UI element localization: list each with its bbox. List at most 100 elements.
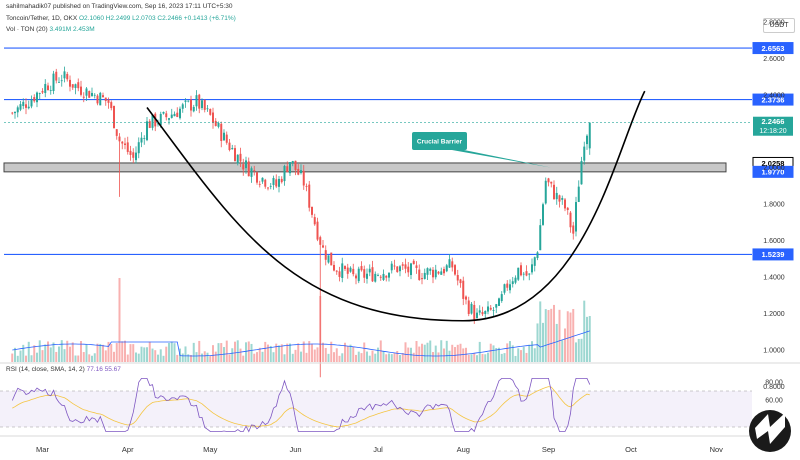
volume-bar xyxy=(500,353,503,362)
volume-bar xyxy=(445,340,448,362)
candle-body xyxy=(412,260,415,265)
volume-bar xyxy=(280,344,283,362)
volume-bar xyxy=(126,354,129,362)
candle-body xyxy=(190,99,192,111)
candle-body xyxy=(19,104,22,110)
volume-bar xyxy=(470,354,473,362)
price-tick-label: 2.4000 xyxy=(763,92,785,99)
candle-body xyxy=(146,121,148,141)
volume-bar xyxy=(91,355,93,362)
candle-body xyxy=(214,120,217,126)
candle-body xyxy=(443,268,445,274)
symbol-label: Toncoin/Tether, 1D, OKX xyxy=(6,15,78,22)
candle-body xyxy=(192,106,195,112)
candle-body xyxy=(118,136,121,142)
candle-body xyxy=(382,273,385,280)
candle-body xyxy=(456,274,459,281)
candle-body xyxy=(388,272,390,278)
candle-body xyxy=(374,273,377,282)
candle-body xyxy=(228,142,231,151)
volume-bar xyxy=(421,343,423,362)
price-tick-label: 1.4000 xyxy=(763,275,785,282)
volume-bar xyxy=(261,351,264,362)
candle-body xyxy=(38,93,41,94)
candle-body xyxy=(184,100,187,102)
volume-bar xyxy=(344,342,346,362)
volume-bar xyxy=(487,352,489,362)
candle-body xyxy=(236,154,239,164)
volume-bar xyxy=(327,353,330,362)
rsi-label: RSI (14, close, SMA, 14, 2) xyxy=(6,366,85,373)
candle-body xyxy=(157,123,159,125)
candle-body xyxy=(437,271,440,274)
volume-bar xyxy=(60,340,63,362)
volume-bar xyxy=(190,354,192,362)
volume-bar xyxy=(300,351,302,362)
time-tick-label: Jun xyxy=(289,445,301,454)
volume-bar xyxy=(366,351,368,362)
volume-bar xyxy=(377,347,379,362)
price-tick-label: 1.0000 xyxy=(763,347,785,354)
candle-body xyxy=(148,121,151,128)
volume-bar xyxy=(52,342,55,362)
candle-body xyxy=(569,212,572,228)
volume-bar xyxy=(525,352,528,362)
volume-bar xyxy=(47,341,49,362)
volume-bar xyxy=(278,345,280,362)
candle-body xyxy=(481,312,484,315)
volume-bar xyxy=(289,343,291,362)
volume-bar xyxy=(355,354,357,362)
candle-body xyxy=(258,183,261,185)
volume-bar xyxy=(124,340,126,362)
candle-body xyxy=(506,283,509,288)
volume-bar xyxy=(374,353,377,362)
volume-bar xyxy=(338,355,341,362)
volume-bar xyxy=(311,343,313,362)
last-price-box xyxy=(753,116,793,136)
candle-body xyxy=(107,99,110,103)
candle-body xyxy=(536,252,539,259)
volume-bar xyxy=(382,351,385,362)
volume-bar xyxy=(41,350,44,362)
volume-bar xyxy=(159,349,162,362)
volume-bar xyxy=(492,345,495,362)
candle-body xyxy=(313,217,316,225)
volume-bar xyxy=(357,351,360,362)
candle-body xyxy=(566,207,569,211)
volume-bar xyxy=(80,341,82,362)
candle-body xyxy=(63,71,66,79)
candle-body xyxy=(338,271,341,277)
candle-body xyxy=(137,142,140,154)
candle-body xyxy=(300,170,302,174)
candle-body xyxy=(547,178,550,183)
candle-body xyxy=(415,265,418,268)
volume-bar xyxy=(586,316,588,362)
volume-bar xyxy=(140,346,143,362)
candle-body xyxy=(531,264,533,273)
volume-bar xyxy=(313,349,316,362)
candle-body xyxy=(533,257,536,266)
rsi-ma-line xyxy=(12,386,590,428)
volume-bar xyxy=(531,341,533,362)
candle-body xyxy=(473,304,476,320)
volume-bar xyxy=(192,342,195,362)
candle-body xyxy=(396,266,399,273)
candle-body xyxy=(239,153,242,162)
candle-body xyxy=(264,179,267,187)
volume-bar xyxy=(30,355,33,362)
candle-body xyxy=(71,84,74,88)
volume-bar xyxy=(465,347,467,362)
candle-body xyxy=(363,269,366,278)
candle-body xyxy=(503,284,506,293)
currency-button[interactable]: USDT xyxy=(763,18,795,33)
volume-bar xyxy=(242,355,245,362)
volume-bar xyxy=(231,348,234,362)
candle-body xyxy=(308,184,311,208)
volume-bar xyxy=(478,341,481,362)
volume-bar xyxy=(553,304,555,362)
volume-bar xyxy=(308,341,311,362)
volume-bar xyxy=(99,343,102,362)
candle-body xyxy=(11,112,14,114)
level-label-box xyxy=(752,42,794,55)
volume-bar xyxy=(352,346,355,362)
